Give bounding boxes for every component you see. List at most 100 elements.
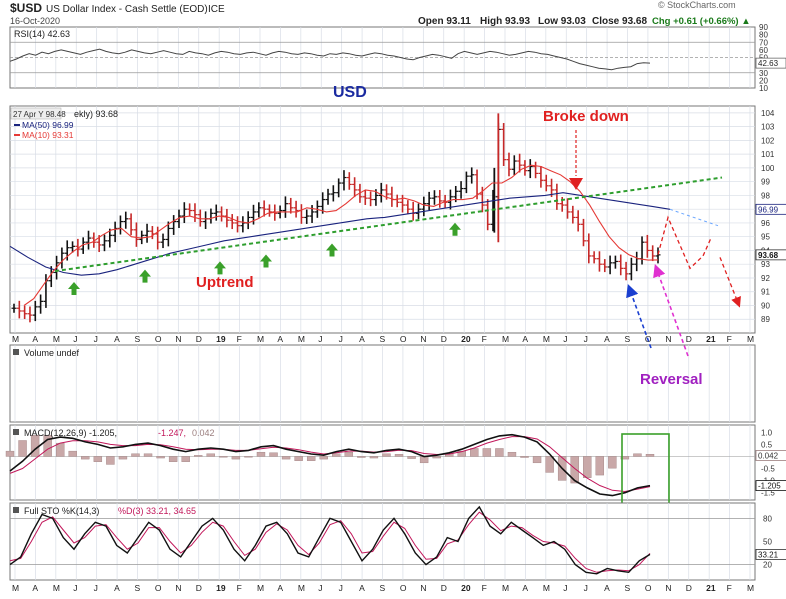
macd-histogram-bar [495, 448, 504, 457]
macd-histogram-bar [432, 456, 441, 459]
price-x-tick-label: F [727, 334, 732, 344]
sto-value-label: 33.21 [758, 550, 779, 559]
ma10-line [23, 164, 659, 306]
macd-value-box [755, 480, 786, 492]
macd-histogram-bar [407, 456, 416, 459]
projection-path [657, 215, 712, 270]
price-x-tick-label: D [441, 334, 447, 344]
macd-histogram-bar [68, 450, 77, 457]
price-x-tick-label: D [196, 334, 202, 344]
macd-legend-hist: 0.042 [192, 428, 215, 438]
macd-histogram-bar [143, 453, 153, 457]
bottom-x-tick-label: S [625, 583, 631, 593]
close-value: Close 93.68 [592, 16, 647, 27]
bottom-x-tick-label: A [604, 583, 610, 593]
macd-histogram-bar [30, 434, 40, 457]
price-x-tick-label: A [32, 334, 38, 344]
rsi-legend: RSI(14) 42.63 [14, 29, 70, 39]
macd-histogram-bar [93, 456, 103, 462]
change-value: Chg +0.61 (+0.66%) ▲ [652, 16, 751, 27]
price-tick-label: 98 [761, 191, 770, 200]
bottom-x-tick-label: J [339, 583, 343, 593]
exchange: ICE [208, 4, 225, 15]
high-value: High 93.93 [480, 16, 530, 27]
macd-histogram-bar [168, 456, 178, 462]
macd-hist-value-label: 0.042 [758, 451, 779, 460]
price-x-tick-label: J [339, 334, 343, 344]
price-x-tick-label: S [135, 334, 141, 344]
ma50-line [9, 192, 671, 276]
macd-histogram-bar [369, 456, 379, 459]
macd-panel: 1.00.50.0-0.5-1.0-1.50.042-1.205MACD(12,… [5, 424, 786, 512]
ma50-value-box [755, 203, 786, 215]
bottom-x-tick-label: A [32, 583, 38, 593]
price-x-tick-label: M [747, 334, 754, 344]
green-up-arrow-icon [449, 222, 461, 236]
price-x-tick-label: O [155, 334, 162, 344]
price-x-tick-label: 21 [706, 334, 716, 344]
bottom-x-tick-label: O [400, 583, 407, 593]
bottom-x-tick-label: F [237, 583, 242, 593]
macd-histogram-bar [256, 451, 266, 457]
price-x-tick-label: S [625, 334, 631, 344]
projection-down-arrow [719, 257, 741, 308]
price-x-tick-label: A [359, 334, 365, 344]
price-tick-label: 102 [761, 136, 775, 145]
price-x-tick-label: J [584, 334, 588, 344]
ma50-value-label: 96.99 [758, 205, 779, 214]
bottom-x-tick-label: J [584, 583, 588, 593]
price-x-tick-label: F [482, 334, 487, 344]
macd-histogram-bar [231, 456, 241, 460]
price-x-tick-label: J [563, 334, 567, 344]
rsi-tick-label: 30 [759, 69, 768, 78]
macd-histogram-bar [81, 456, 90, 460]
price-x-tick-label: J [318, 334, 322, 344]
price-x-tick-label: M [257, 334, 264, 344]
bottom-x-tick-label: A [359, 583, 365, 593]
rsi-tick-label: 60 [759, 46, 768, 55]
macd-histogram-bar [620, 456, 630, 460]
macd-histogram-bar [306, 456, 316, 461]
price-x-tick-label: A [114, 334, 120, 344]
macd-tick-label: 0.5 [761, 440, 773, 449]
macd-histogram-bar [595, 456, 605, 476]
bottom-x-tick-label: O [155, 583, 162, 593]
price-tick-label: 96 [761, 219, 770, 228]
annotation-broke-down: Broke down [543, 108, 629, 125]
price-tick-label: 93 [761, 260, 770, 269]
symbol: $USD [10, 1, 42, 15]
price-x-tick-label: A [522, 334, 528, 344]
macd-line [9, 433, 651, 497]
macd-histogram-bar [43, 434, 52, 457]
macd-histogram-bar [357, 456, 366, 458]
bottom-x-tick-label: 19 [216, 583, 226, 593]
bottom-x-tick-label: M [543, 583, 550, 593]
bottom-x-tick-label: M [747, 583, 754, 593]
rsi-tick-label: 80 [759, 31, 768, 40]
macd-histogram-bar [269, 452, 278, 457]
price-x-tick-label: A [604, 334, 610, 344]
last-price-box [755, 249, 786, 261]
price-x-tick-label: O [400, 334, 407, 344]
bottom-x-tick-label: A [522, 583, 528, 593]
sto-d-line [9, 511, 651, 573]
price-tick-label: 101 [761, 150, 775, 159]
sto-tick-label: 50 [763, 538, 772, 547]
rsi-tick-label: 90 [759, 23, 768, 32]
chart-date: 16-Oct-2020 [10, 16, 60, 26]
macd-histogram-bar [520, 456, 529, 458]
macd-histogram-bar [608, 456, 617, 469]
macd-histogram-bar [206, 453, 215, 457]
macd-legend-icon [13, 429, 19, 435]
price-tick-label: 95 [761, 233, 770, 242]
annotation-uptrend: Uptrend [196, 274, 254, 291]
bottom-x-tick-label: O [645, 583, 652, 593]
macd-histogram-bar [532, 456, 542, 464]
macd-legend: MACD(12,26,9) -1.205, [24, 428, 117, 438]
macd-histogram-bar [181, 456, 190, 462]
bottom-x-tick-label: M [298, 583, 305, 593]
price-tick-label: 104 [761, 109, 775, 118]
bottom-x-tick-label: M [257, 583, 264, 593]
